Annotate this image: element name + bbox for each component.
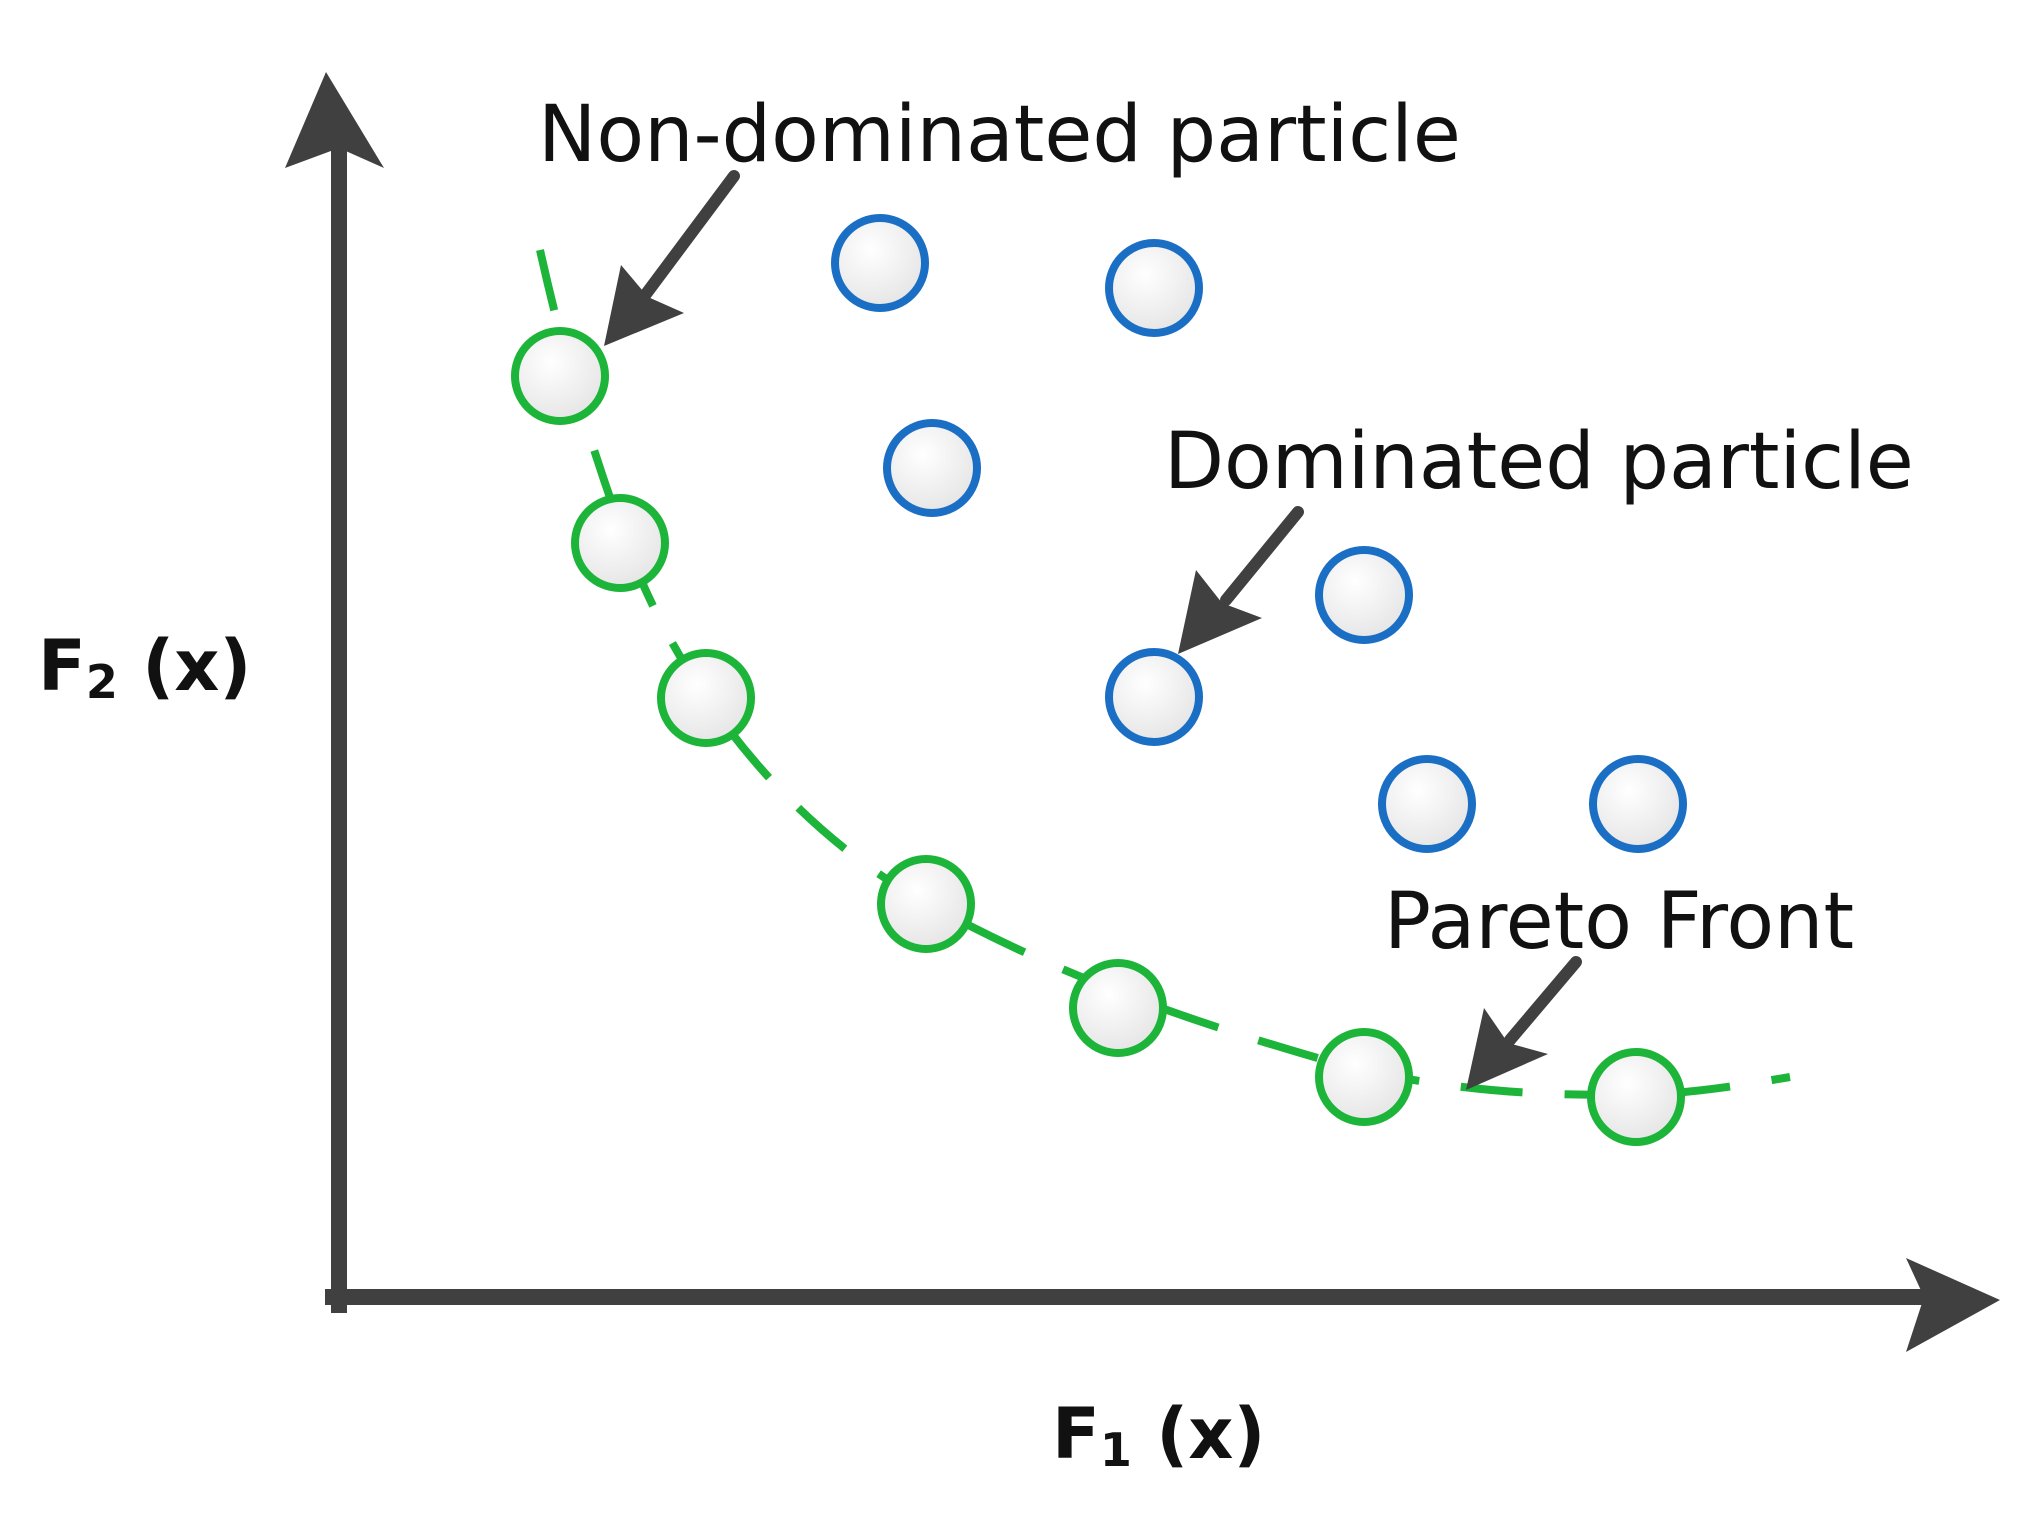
non-dominated-particles xyxy=(511,327,1685,1146)
non-dominated-particle xyxy=(877,855,975,953)
dominated-particle xyxy=(1315,546,1413,644)
non-dominated-particle xyxy=(1315,1028,1413,1126)
dominated-particle xyxy=(1589,755,1687,853)
pareto-pointer-line xyxy=(1504,956,1582,1046)
non-dominated-particle xyxy=(1069,959,1167,1057)
non-dominated-particle xyxy=(571,494,669,592)
dominated-particle xyxy=(831,214,929,312)
non-dominated-label: Non-dominated particle xyxy=(538,90,1461,180)
dominated-particles xyxy=(831,214,1687,853)
non-dominated-particle xyxy=(657,649,755,747)
dominated-pointer-line xyxy=(1220,506,1304,606)
non-dominated-pointer-head xyxy=(604,265,684,346)
dominated-pointer-head xyxy=(1178,570,1262,654)
dominated-particle xyxy=(1105,239,1203,337)
dominated-particle xyxy=(883,419,981,517)
non-dominated-particle xyxy=(1587,1048,1685,1146)
dominated-label: Dominated particle xyxy=(1164,417,1914,507)
x-axis-arrowhead xyxy=(1906,1258,2000,1352)
y-axis-arrowhead xyxy=(285,72,384,168)
pointer-arrows xyxy=(604,170,1582,1090)
non-dominated-particle xyxy=(511,327,609,425)
x-axis-label: F1 (x) xyxy=(1052,1393,1265,1477)
dominated-particle xyxy=(1378,755,1476,853)
dominated-particle xyxy=(1105,648,1203,746)
non-dominated-pointer-line xyxy=(640,170,740,300)
axes xyxy=(285,72,2000,1352)
y-axis-label: F2 (x) xyxy=(38,625,251,709)
pareto-front-label: Pareto Front xyxy=(1384,877,1854,967)
pareto-pointer-head xyxy=(1466,1008,1548,1090)
